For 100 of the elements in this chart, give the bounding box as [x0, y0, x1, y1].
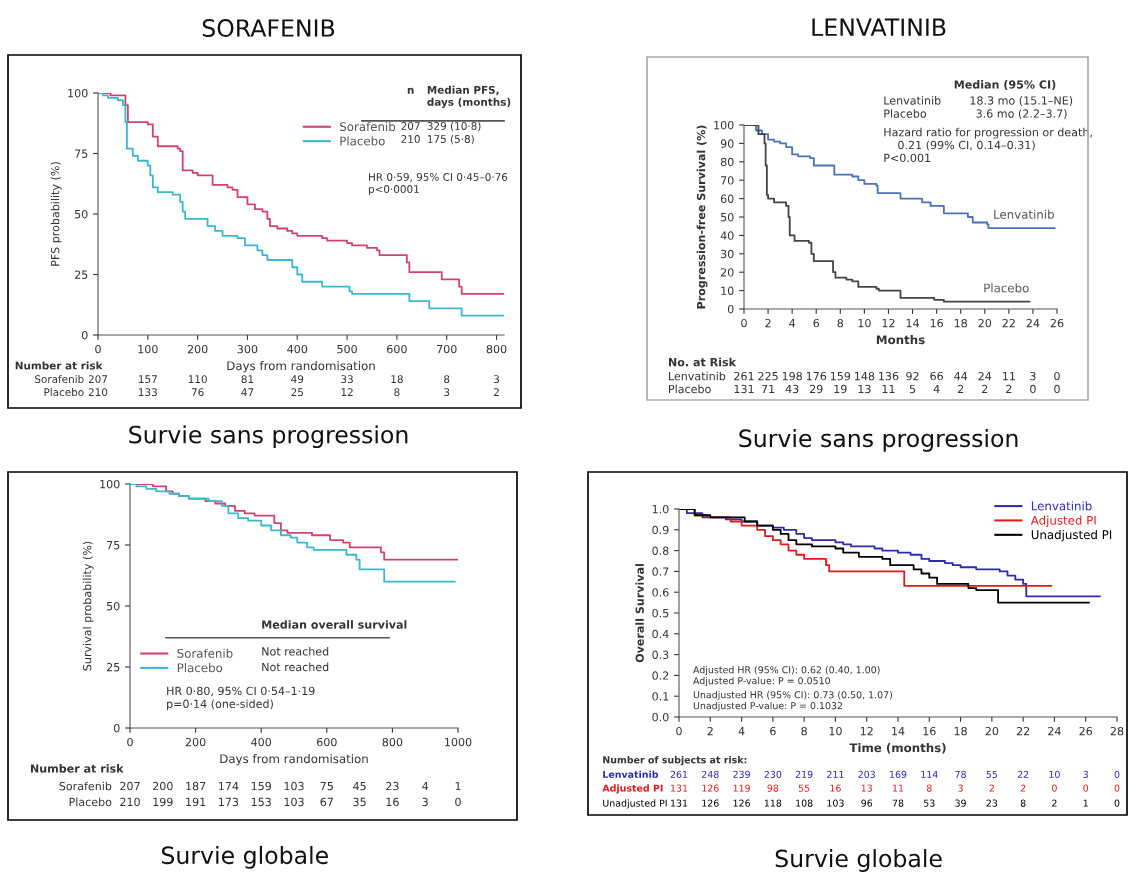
y-tick-label: 0.4: [652, 629, 669, 639]
y-tick-label: 100: [714, 120, 734, 130]
x-tick-label: 100: [138, 344, 158, 354]
x-tick-label: 0: [741, 318, 747, 328]
text: Number of subjects at risk:: [603, 756, 747, 766]
annotation: Not reached: [262, 662, 329, 672]
y-tick-label: 50: [75, 209, 88, 219]
x-tick-label: 600: [387, 344, 407, 354]
annotation: HR 0·80, 95% CI 0·54–1·19 p=0·14 (one-sided): [167, 686, 315, 711]
text: Placebo 210 199 191 173 153 103 67 35 16 3 0: [69, 797, 461, 807]
annotation: Median overall survival: [262, 620, 407, 629]
y-axis-title: PFS probability (%): [50, 162, 62, 266]
text: Adjusted PI 131 126 119 98 55 16 13 11 8 3 2 2 0 0 0: [602, 784, 1120, 794]
x-tick-label: 300: [237, 344, 258, 354]
y-tick-label: 60: [720, 194, 734, 203]
x-tick-label: 24: [1048, 726, 1061, 736]
x-tick-label: 26: [1050, 318, 1064, 328]
y-tick-label: 0.2: [652, 671, 669, 680]
y-tick-label: 100: [68, 88, 88, 98]
x-tick-label: 1000: [445, 737, 472, 747]
annotation: 210: [401, 135, 420, 143]
x-tick-label: 26: [1079, 726, 1093, 736]
y-tick-label: 1.0: [652, 504, 669, 514]
legend-label: Placebo: [340, 136, 385, 146]
text: Survie sans progression: [739, 428, 1018, 452]
text: Number at risk: [15, 361, 103, 370]
x-tick-label: 400: [287, 344, 308, 354]
y-tick-label: 10: [721, 286, 734, 295]
x-tick-label: 8: [837, 318, 844, 328]
y-tick-label: 50: [107, 601, 120, 611]
x-tick-label: 22: [1002, 318, 1015, 328]
x-tick-label: 14: [906, 319, 919, 328]
x-tick-label: 6: [770, 726, 776, 736]
y-tick-label: 90: [720, 139, 734, 148]
x-tick-label: 18: [954, 318, 967, 328]
text: Sorafenib 207 200 187 174 159 103 75 45 23 4 1: [59, 781, 461, 791]
y-tick-label: 70: [721, 176, 734, 185]
x-tick-label: 0: [676, 726, 682, 736]
y-tick-label: 40: [720, 231, 734, 240]
y-axis-title: Progression-free Survival (%): [696, 125, 708, 309]
y-tick-label: 75: [107, 541, 120, 550]
x-tick-label: 600: [316, 737, 337, 747]
text: Placebo 131 71 43 29 19 13 11 5 4 2 2 2 0 0: [669, 384, 1060, 394]
x-tick-label: 28: [1110, 726, 1124, 736]
y-tick-label: 20: [720, 268, 734, 277]
annotation: Hazard ratio for progression or death, 0.21 (99% CI, 0.14–0.31) P<0.001: [884, 127, 1092, 163]
y-tick-label: 0.6: [652, 588, 669, 597]
legend-label: Placebo: [177, 663, 223, 673]
x-tick-label: 20: [985, 726, 999, 736]
x-tick-label: 24: [1026, 318, 1040, 328]
y-tick-label: 0.1: [652, 692, 669, 701]
x-tick-label: 800: [382, 737, 403, 747]
x-tick-label: 4: [789, 319, 796, 328]
legend-label: Sorafenib: [177, 648, 233, 658]
x-axis-title: Time (months): [849, 743, 946, 754]
legend-label: Unadjusted PI: [1031, 530, 1112, 542]
x-tick-label: 12: [882, 318, 895, 328]
legend-label: Lenvatinib: [1031, 501, 1092, 511]
x-tick-label: 12: [860, 726, 873, 736]
y-tick-label: 0.3: [652, 650, 669, 659]
y-tick-label: 50: [721, 212, 734, 222]
text: 18.3 mo (15.1–NE): [970, 96, 1073, 106]
x-tick-label: 22: [1016, 726, 1030, 736]
x-tick-label: 0: [127, 737, 133, 747]
chart-title: SORAFENIB: [202, 19, 335, 37]
annotation: 207: [401, 122, 420, 130]
y-tick-label: 75: [75, 149, 88, 158]
chart-title: LENVATINIB: [812, 18, 946, 36]
text: Sorafenib 207 157 110 81 49 33 18 8 3: [35, 374, 500, 384]
annotation: Adjusted HR (95% CI): 0.62 (0.40, 1.00) Adjusted P-value: P = 0.0510: [693, 666, 880, 687]
x-tick-label: 16: [930, 318, 943, 328]
x-tick-label: 500: [337, 344, 357, 354]
x-tick-label: 6: [813, 318, 820, 328]
x-tick-label: 200: [185, 737, 206, 747]
x-tick-label: 18: [954, 726, 967, 736]
y-tick-label: 0.8: [652, 546, 669, 555]
y-tick-label: 25: [106, 662, 120, 672]
text: Survie sans progression: [129, 425, 408, 449]
series-label: Lenvatinib: [994, 209, 1054, 219]
y-tick-label: 0.5: [652, 608, 669, 618]
y-axis-title: Survival probability (%): [82, 541, 94, 671]
x-tick-label: 700: [437, 344, 457, 354]
annotation: n: [407, 87, 414, 94]
text: No. at Risk: [668, 357, 737, 367]
x-tick-label: 400: [251, 737, 272, 747]
x-tick-label: 10: [829, 726, 842, 736]
x-tick-label: 14: [892, 727, 905, 736]
series-label: Placebo: [984, 283, 1029, 293]
legend-label: Adjusted PI: [1030, 515, 1096, 528]
text: Survie globale: [161, 845, 328, 869]
x-tick-label: 800: [486, 344, 507, 354]
annotation: Not reached: [262, 646, 329, 656]
x-axis-title: Months: [876, 335, 925, 345]
annotation: Unadjusted HR (95% CI): 0.73 (0.50, 1.07) Unadjusted P-value: P = 0.1032: [693, 691, 892, 712]
y-tick-label: 0.0: [652, 712, 669, 722]
x-tick-label: 4: [738, 727, 745, 736]
y-tick-label: 25: [74, 270, 88, 279]
annotation: HR 0·59, 95% CI 0·45–0·76 p<0·0001: [368, 173, 508, 195]
y-axis-title: Overall Survival: [635, 564, 644, 663]
y-tick-label: 0: [727, 304, 734, 314]
